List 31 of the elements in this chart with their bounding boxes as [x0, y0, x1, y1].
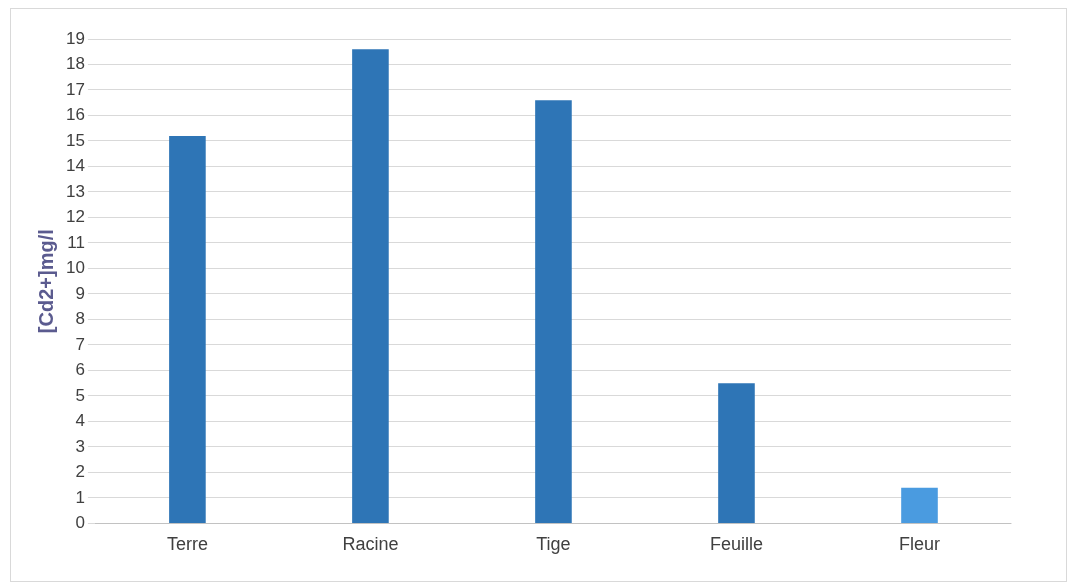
y-tick-label: 10 — [65, 258, 85, 278]
y-tick-label: 15 — [65, 130, 85, 150]
y-tick-label: 2 — [75, 462, 85, 482]
x-tick-label: Feuille — [709, 534, 763, 555]
y-axis-title: [Cd2+]mg/l — [34, 229, 57, 334]
y-tick-label: 6 — [75, 360, 85, 380]
y-tick-label: 11 — [67, 232, 85, 252]
x-tick-label: Terre — [166, 534, 208, 555]
y-tick-label: 19 — [65, 28, 85, 48]
bar — [718, 383, 755, 523]
bar — [169, 135, 206, 523]
y-tick-label: 7 — [75, 334, 85, 354]
y-tick-label: 18 — [65, 54, 85, 74]
x-tick-label: Fleur — [898, 534, 940, 555]
y-tick-label: 14 — [65, 156, 85, 176]
y-tick-label: 0 — [75, 513, 85, 533]
y-tick-label: 13 — [65, 181, 85, 201]
x-tick-label: Tige — [536, 534, 571, 555]
x-tick-label: Racine — [342, 534, 399, 555]
bar — [901, 487, 938, 523]
y-tick-label: 4 — [75, 411, 85, 431]
y-tick-label: 9 — [75, 283, 85, 303]
y-tick-label: 12 — [65, 207, 85, 227]
y-tick-label: 5 — [75, 385, 85, 405]
bar — [352, 49, 389, 523]
y-tick-label: 16 — [65, 105, 85, 125]
y-tick-label: 3 — [75, 436, 85, 456]
y-tick-label: 8 — [75, 309, 85, 329]
y-tick-label: 17 — [65, 79, 85, 99]
bar — [535, 100, 572, 523]
y-tick-label: 1 — [75, 487, 85, 507]
